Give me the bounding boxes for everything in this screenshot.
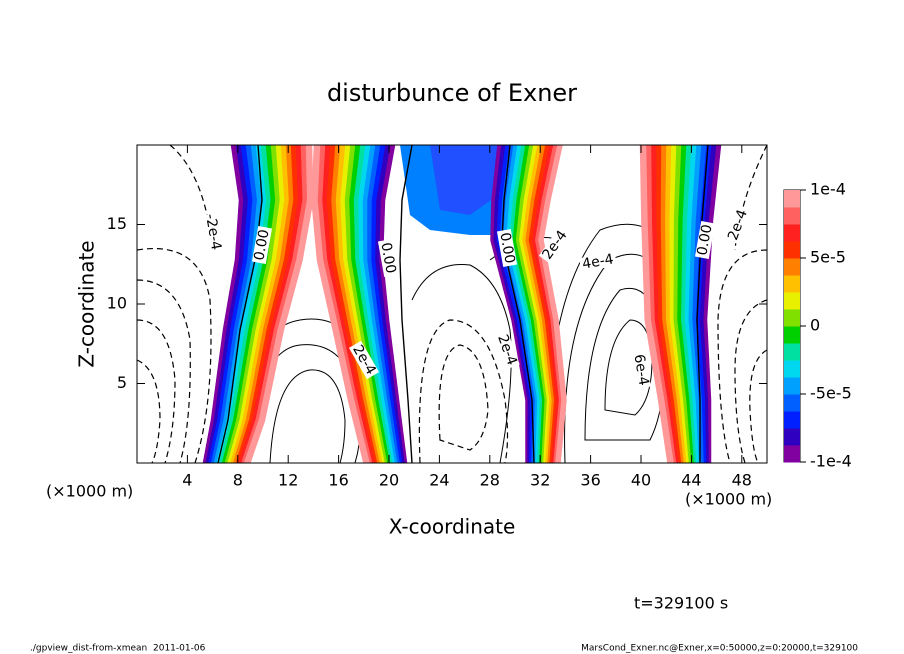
colorbar-cell [784, 326, 800, 344]
colorbar-cell [784, 292, 800, 310]
contour-label-bg [348, 340, 380, 380]
colorbar-cell [784, 224, 800, 242]
x-tick-label: 48 [732, 471, 752, 490]
color-front [639, 145, 674, 463]
zero-contour [696, 145, 709, 463]
colorbar-tick-label: 5e-5 [810, 248, 846, 267]
colorbar-cell [784, 241, 800, 259]
colorbar-tick-label: -1e-4 [810, 452, 852, 471]
y-tick-label: 15 [107, 214, 127, 233]
contour-label-bg [630, 351, 652, 389]
y-axis-label: Z-coordinate [75, 240, 99, 367]
colorbar-cell [784, 309, 800, 327]
x-tick-label: 8 [233, 471, 243, 490]
footer-right: MarsCond_Exner.nc@Exner,x=0:50000,z=0:20… [581, 644, 858, 654]
colorbar-tick-label: -5e-5 [810, 384, 852, 403]
x-tick-label: 44 [681, 471, 701, 490]
color-front [244, 145, 314, 463]
colorbar-cell [784, 343, 800, 361]
y-tick-label: 5 [117, 373, 127, 392]
x-unit: (×1000 m) [685, 490, 772, 509]
x-tick-label: 28 [480, 471, 500, 490]
contour-label-bg [725, 205, 751, 245]
x-tick-label: 16 [328, 471, 348, 490]
field [137, 145, 767, 463]
x-axis-label: X-coordinate [389, 515, 516, 539]
x-tick-label: 4 [182, 471, 192, 490]
footer-left: ./gpview_dist-from-xmean 2011-01-06 [30, 644, 206, 654]
contour-label: 0.00 [694, 223, 715, 256]
x-tick-label: 12 [278, 471, 298, 490]
y-tick-label: 10 [107, 294, 127, 313]
contour-label: 4e-4 [581, 251, 615, 272]
contour-label-bg [538, 226, 572, 264]
contour-label: 0.00 [496, 231, 517, 264]
colorbar-cell [784, 190, 800, 208]
contour-label: -2e-4 [202, 213, 224, 252]
colorbar-cell [784, 445, 800, 463]
contour-label-bg [694, 221, 716, 259]
x-tick-label: 36 [580, 471, 600, 490]
x-tick-label: 32 [530, 471, 550, 490]
contour-label: 6e-4 [630, 353, 651, 387]
x-tick-label: 24 [429, 471, 449, 490]
x-tick-label: 20 [379, 471, 399, 490]
colorbar-cell [784, 411, 800, 429]
colorbar-cell [784, 428, 800, 446]
colorbar-cell [784, 394, 800, 412]
zero-contour [217, 145, 263, 463]
colorbar-cell [784, 360, 800, 378]
colorbar-tick-label: 1e-4 [810, 180, 846, 199]
zero-contour [501, 145, 535, 463]
contour-label-bg [202, 213, 224, 251]
color-front [538, 145, 567, 463]
colorbar-tick-label: 0 [810, 316, 820, 335]
contour-label-bg [251, 226, 273, 264]
colorbar-cell [784, 377, 800, 395]
color-front [311, 145, 370, 463]
contour-label: 0.00 [377, 241, 398, 274]
colorbar-cell [784, 258, 800, 276]
zero-contour [399, 145, 413, 463]
time-label: t=329100 s [634, 594, 728, 613]
colorbar-cell [784, 207, 800, 225]
colorbar-cell [784, 275, 800, 293]
contour-lines-negative [137, 145, 767, 463]
x-tick-label: 40 [631, 471, 651, 490]
contour-label-bg [579, 251, 617, 273]
chart-title: disturbunce of Exner [327, 79, 577, 107]
contour-label-bg [377, 239, 399, 277]
contour-label-bg [496, 229, 518, 267]
contour-label: 0.00 [251, 228, 272, 261]
contour-label-bg [494, 330, 520, 370]
y-unit: (×1000 m) [46, 482, 133, 501]
